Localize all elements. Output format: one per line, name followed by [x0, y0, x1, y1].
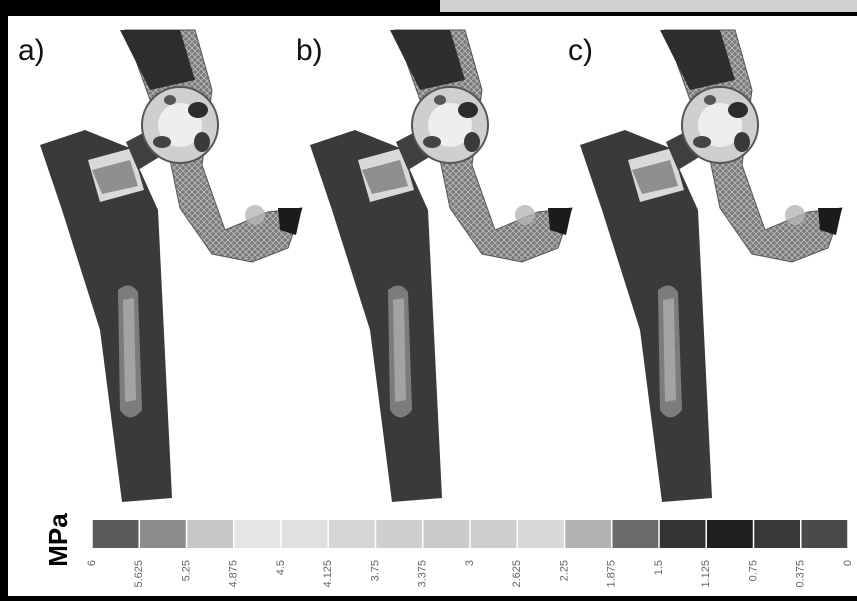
colorbar-tick-label: 3.375: [417, 560, 429, 588]
panel-label: b): [296, 34, 323, 67]
colorbar-tick-label: 0: [842, 560, 854, 566]
colorbar-segment: [92, 520, 139, 548]
figure: a) b) c) 6 5.625 5.25 4.875 4.5 4.125 3.75 3.375 3…: [0, 0, 857, 601]
colorbar-segment: [328, 520, 375, 548]
colorbar-segment: [659, 520, 706, 548]
colorbar-tick-label: 4.125: [322, 560, 334, 588]
colorbar-segment: [565, 520, 612, 548]
colorbar-tick-label: 1.125: [700, 560, 712, 588]
colorbar-tick-label: 4.5: [275, 560, 287, 575]
colorbar-segment: [470, 520, 517, 548]
colorbar-tick-label: 3.75: [369, 560, 381, 581]
colorbar-segment: [754, 520, 801, 548]
colorbar-segment: [139, 520, 186, 548]
colorbar-segment: [423, 520, 470, 548]
header-strip: [440, 0, 857, 12]
colorbar-tick-label: 3: [464, 560, 476, 566]
panel-label: c): [568, 34, 593, 67]
colorbar-tick-label: 2.25: [558, 560, 570, 581]
colorbar-tick-label: 1.875: [606, 560, 618, 588]
colorbar-tick-label: 5.625: [133, 560, 145, 588]
colorbar-tick-label: 2.625: [511, 560, 523, 588]
colorbar-tick-label: 6: [86, 560, 98, 566]
colorbar-segment: [376, 520, 423, 548]
colorbar-tick-label: 5.25: [180, 560, 192, 581]
colorbar-segment: [281, 520, 328, 548]
colorbar-segment: [801, 520, 848, 548]
colorbar-tick-label: 1.5: [653, 560, 665, 575]
colorbar-tick-label: 0.75: [747, 560, 759, 581]
panel-label: a): [18, 34, 45, 67]
colorbar-tick-label: 0.375: [795, 560, 807, 588]
colorbar-segment: [612, 520, 659, 548]
colorbar-segment: [706, 520, 753, 548]
colorbar-segment: [187, 520, 234, 548]
colorbar-tick-label: 4.875: [228, 560, 240, 588]
colorbar-segment: [234, 520, 281, 548]
colorbar-segment: [517, 520, 564, 548]
colorbar-label: MPa: [43, 513, 73, 567]
